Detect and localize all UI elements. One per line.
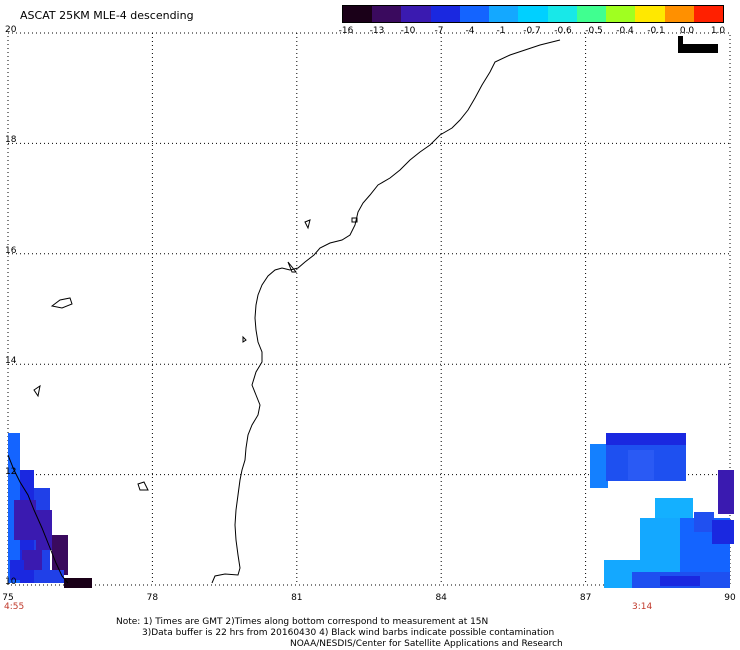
latitude-label: 10 xyxy=(5,577,17,587)
map-frame xyxy=(7,32,731,586)
longitude-label: 84 xyxy=(435,593,447,603)
color-scale-bar xyxy=(342,5,724,23)
color-scale-segment xyxy=(401,6,432,22)
latitude-label: 14 xyxy=(5,356,17,367)
latitude-label: 12 xyxy=(5,466,17,477)
color-scale-segment xyxy=(459,6,490,22)
latitude-label: 16 xyxy=(5,245,17,256)
longitude-label: 81 xyxy=(291,593,303,603)
wind-barb-key xyxy=(678,36,718,53)
color-scale-label: -0.5 xyxy=(585,26,603,36)
color-scale-segment xyxy=(606,6,636,22)
latitude-label: 20 xyxy=(5,25,17,35)
color-scale-label: -0.6 xyxy=(554,26,572,36)
color-scale-label: -0.1 xyxy=(647,26,665,36)
color-scale-segment xyxy=(372,6,402,22)
color-scale-segment xyxy=(489,6,519,22)
note-line-3: NOAA/NESDIS/Center for Satellite Applica… xyxy=(290,639,563,649)
color-scale-segment xyxy=(576,6,607,22)
color-scale-segment xyxy=(547,6,578,22)
color-scale-label: -0.7 xyxy=(523,26,541,36)
color-scale-label: 1.0 xyxy=(710,26,726,36)
color-scale-segment xyxy=(430,6,461,22)
note-line-1: Note: 1) Times are GMT 2)Times along bot… xyxy=(116,617,489,627)
note-line-2: 3)Data buffer is 22 hrs from 20160430 4)… xyxy=(142,628,555,638)
color-scale-segment xyxy=(635,6,666,22)
color-scale-label: 0.0 xyxy=(679,26,695,36)
longitude-label: 78 xyxy=(146,593,159,603)
color-scale-segment xyxy=(518,6,549,22)
color-scale-label: -16 xyxy=(338,26,354,36)
longitude-label: 87 xyxy=(579,593,592,603)
time-right: 3:14 xyxy=(632,602,653,612)
color-scale-label: -4 xyxy=(465,26,475,36)
time-left: 4:55 xyxy=(4,602,25,612)
lat-lon-grid xyxy=(7,32,731,586)
color-scale-segment xyxy=(664,6,695,22)
map-title: ASCAT 25KM MLE-4 descending xyxy=(20,9,194,22)
swath-east xyxy=(590,433,734,588)
color-scale-label: -13 xyxy=(369,26,385,36)
longitude-label: 75 xyxy=(2,593,14,603)
swath-west xyxy=(8,433,92,588)
color-scale-label: -7 xyxy=(434,26,444,36)
color-scale-segment xyxy=(693,6,724,22)
color-scale-label: -1 xyxy=(496,26,506,36)
color-scale-segment xyxy=(343,6,373,22)
color-scale-label: -0.4 xyxy=(616,26,634,36)
color-scale-label: -10 xyxy=(400,26,416,36)
coastline xyxy=(7,39,561,584)
latitude-label: 18 xyxy=(5,135,17,146)
longitude-label: 90 xyxy=(724,593,736,603)
